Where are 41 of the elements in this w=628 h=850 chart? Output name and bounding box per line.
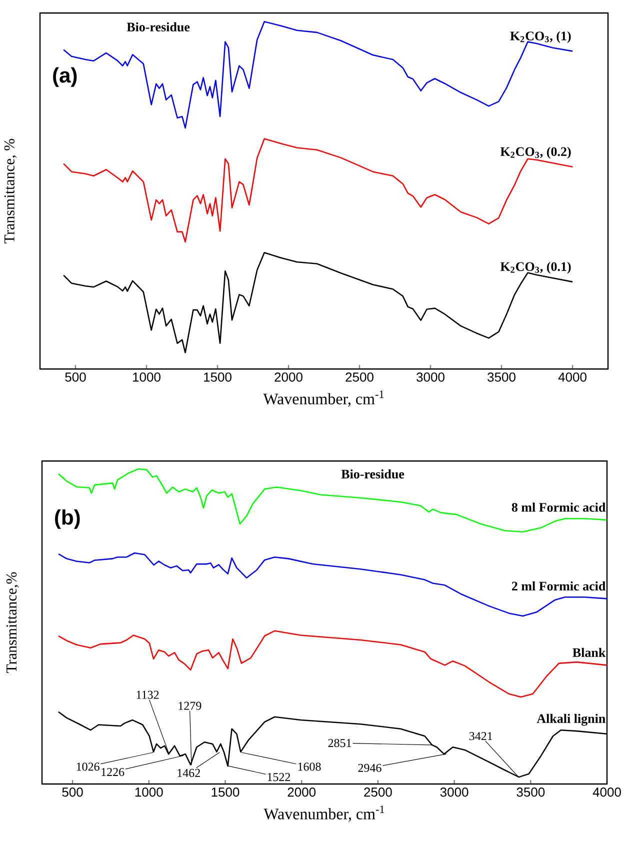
series-label: K$_{2}$CO$_{3}$, (0.1) [500,262,571,274]
annotation: Bio-residue [126,22,190,32]
annotation: Bio-residue [341,469,404,479]
series-label: K$_{2}$CO$_{3}$, (0.2) [500,146,571,159]
annotation: 2946 [358,764,382,772]
series-label: Blank [572,648,606,657]
annotation: 1279 [178,702,202,710]
x-tick-label: 500 [65,372,86,382]
x-tick-label: 1000 [135,788,163,797]
x-tick-label: 2500 [346,372,374,382]
x-tick-label: 3000 [416,372,444,382]
x-tick-label: 3000 [440,788,468,797]
series-label: K$_{2}$CO$_{3}$, (1) [510,31,571,43]
x-tick-label: 3500 [488,372,516,382]
y-axis-title: Transmittance,% [6,572,19,673]
x-tick-label: 3500 [516,788,545,797]
x-tick-label: 4000 [592,788,621,797]
x-tick-label: 4000 [558,372,586,382]
x-axis-title: Wavenumber, cm$^{-1}$ [263,390,384,407]
annotation: 2851 [328,738,352,748]
series-label: 8 ml Formic acid [512,502,606,512]
annotation: 1132 [136,690,159,699]
x-tick-label: 1500 [212,788,240,797]
series-label: Alkali lignin [536,714,606,726]
x-tick-label: 2500 [364,788,392,797]
annotation: 3421 [469,732,492,740]
x-tick-label: 2000 [288,788,316,797]
annotation: 1462 [178,768,200,778]
series-label: 2 ml Formic acid [512,581,606,591]
text: (a) [53,67,77,87]
annotation: 1026 [76,762,100,771]
x-tick-label: 1500 [204,372,232,382]
x-tick-label: 2000 [274,372,302,382]
annotation: 1226 [102,768,124,776]
annotation: 1522 [268,773,290,782]
x-tick-label: 500 [62,788,83,797]
text: (b) [55,509,80,529]
y-axis-title: Transmittance, % [4,138,17,244]
x-axis-title: Wavenumber, cm$^{-1}$ [264,806,384,822]
x-tick-label: 1000 [133,372,160,382]
annotation: 1608 [298,762,321,771]
